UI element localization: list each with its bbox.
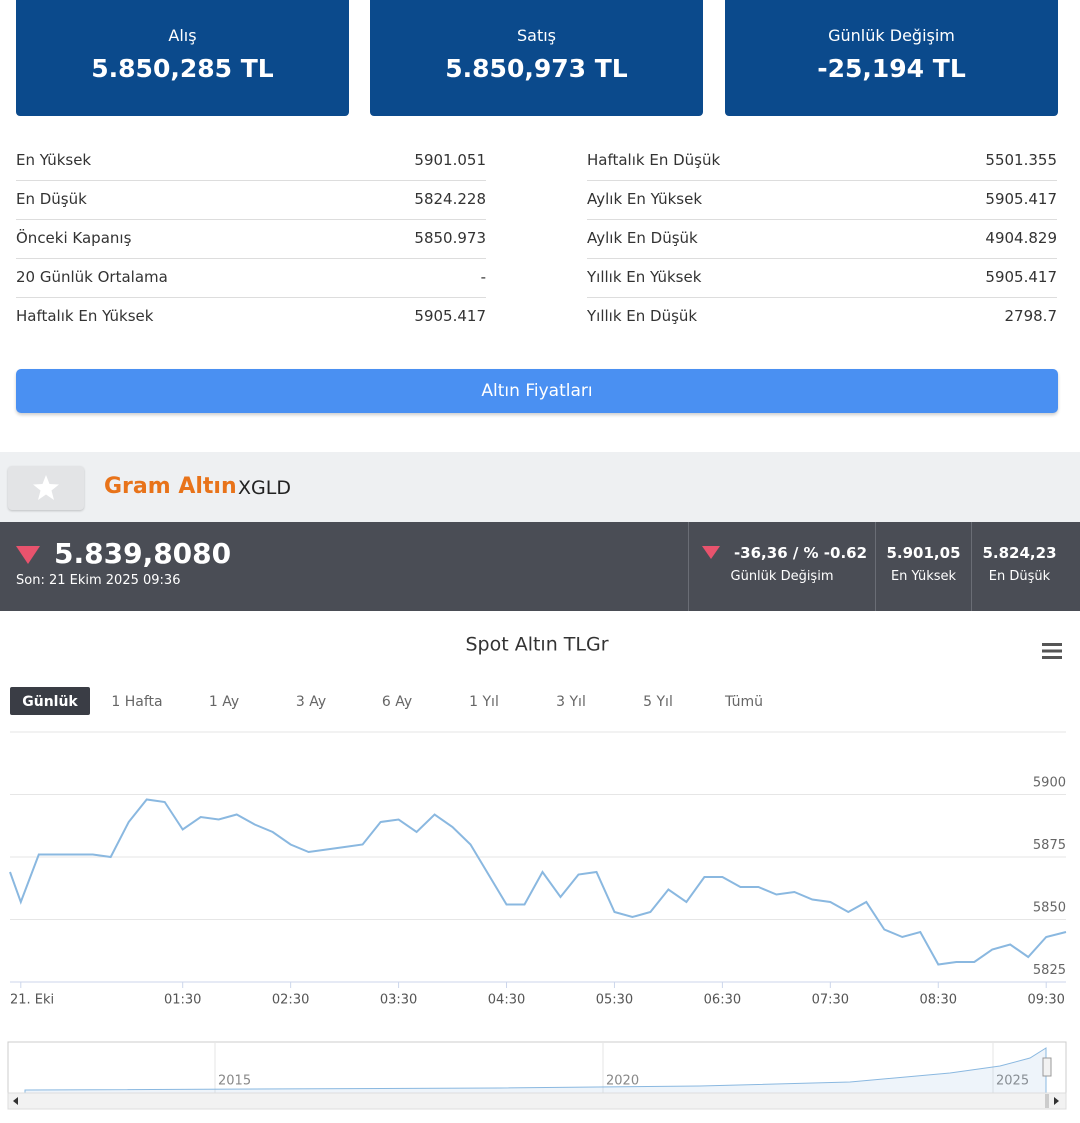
price-card-value: 5.850,285 TL [91,54,274,83]
stat-label: Aylık En Yüksek [587,190,703,208]
x-tick-label: 04:30 [488,993,525,1008]
navigator-label: 2020 [606,1074,639,1089]
navigator-label: 2025 [996,1074,1029,1089]
quote-price: 5.839,8080 [54,537,232,570]
chart-title: Spot Altın TLGr [465,634,608,656]
range-button[interactable]: 6 Ay [382,694,412,710]
price-card-value: 5.850,973 TL [445,54,628,83]
scroll-left-arrow[interactable] [13,1097,18,1105]
range-button[interactable]: Günlük [22,694,78,710]
stat-label: Önceki Kapanış [16,229,132,247]
stat-value: 5905.417 [414,307,486,325]
scroll-right-arrow[interactable] [1054,1097,1059,1105]
stat-value: 5905.417 [985,268,1057,286]
stat-label: Haftalık En Yüksek [16,307,154,325]
stat-row: Önceki Kapanış 5850.973 [16,220,486,259]
stat-value: 5824.228 [414,190,486,208]
stat-value: - [480,268,486,286]
stat-row: Yıllık En Yüksek 5905.417 [587,259,1057,298]
stat-label: Aylık En Düşük [587,229,698,247]
x-tick-label: 02:30 [272,993,309,1008]
stat-label: Yıllık En Yüksek [587,268,702,286]
range-button-bg[interactable] [10,687,90,715]
stat-row: En Yüksek 5901.051 [16,142,486,181]
y-tick-label: 5825 [1033,963,1066,978]
instrument-code: XGLD [238,477,291,499]
stat-row: Yıllık En Düşük 2798.7 [587,298,1057,336]
price-card: Günlük Değişim -25,194 TL [725,0,1058,116]
stat-value: 2798.7 [1004,307,1058,325]
stat-label: En Düşük [16,190,87,208]
stat-value: 5901.051 [414,151,486,169]
x-tick-label: 08:30 [920,993,957,1008]
scrollbar-track [7,1092,1067,1110]
divider [875,522,876,611]
range-button[interactable]: 5 Yıl [643,694,673,710]
x-tick-label: 01:30 [164,993,201,1008]
price-card-label: Satış [516,26,556,45]
x-tick-label: 07:30 [812,993,849,1008]
divider [688,522,689,611]
stat-row: Aylık En Düşük 4904.829 [587,220,1057,259]
stat-row: 20 Günlük Ortalama - [16,259,486,298]
stat-value: 4904.829 [985,229,1057,247]
y-tick-label: 5875 [1033,838,1066,853]
price-card-label: Alış [168,26,197,45]
menu-icon[interactable] [1042,643,1062,659]
quote-time: Son: 21 Ekim 2025 09:36 [16,573,181,588]
x-tick-label: 05:30 [596,993,633,1008]
range-button[interactable]: 1 Yıl [469,694,499,710]
price-card-value: -25,194 TL [817,54,966,83]
stat-row: Aylık En Yüksek 5905.417 [587,181,1057,220]
range-button[interactable]: 3 Yıl [556,694,586,710]
quote-high: 5.901,05 [886,544,961,562]
navigator-handle[interactable] [1042,1057,1052,1077]
quote-bar: 5.839,8080 Son: 21 Ekim 2025 09:36 -36,36 … [0,522,1080,611]
stat-label: Haftalık En Düşük [587,151,721,169]
price-card: Alış 5.850,285 TL [16,0,349,116]
stat-label: 20 Günlük Ortalama [16,268,168,286]
quote-low-label: En Düşük [988,569,1051,584]
stat-value: 5905.417 [985,190,1057,208]
stat-value: 5501.355 [985,151,1057,169]
price-line [9,798,1067,966]
stat-row: Haftalık En Düşük 5501.355 [587,142,1057,181]
down-arrow-small [702,546,720,559]
instrument-name: Gram Altın [104,474,237,499]
range-button[interactable]: Tümü [724,694,763,710]
quote-high-label: En Yüksek [890,569,957,584]
divider [971,522,972,611]
x-tick-label: 21. Eki [10,993,54,1008]
range-button[interactable]: 3 Ay [296,694,326,710]
x-tick-label: 03:30 [380,993,417,1008]
quote-change-label: Günlük Değişim [730,569,834,584]
x-tick-label: 09:30 [1027,993,1064,1008]
star-icon [33,475,59,500]
stat-row: En Düşük 5824.228 [16,181,486,220]
y-tick-label: 5850 [1033,901,1066,916]
quote-change: -36,36 / % -0.62 [733,544,868,562]
price-card-label: Günlük Değişim [828,26,955,45]
navigator-frame [7,1041,1067,1094]
down-arrow [16,546,40,564]
stat-label: Yıllık En Düşük [587,307,698,325]
navigator-label: 2015 [218,1074,251,1089]
stat-row: Haftalık En Yüksek 5905.417 [16,298,486,336]
quote-low: 5.824,23 [982,544,1057,562]
scrollbar-thumb[interactable] [1045,1094,1049,1108]
stat-label: En Yüksek [16,151,92,169]
x-tick-label: 06:30 [704,993,741,1008]
y-tick-label: 5900 [1033,776,1066,791]
favorite-button[interactable] [8,466,84,510]
range-button[interactable]: 1 Hafta [111,694,162,710]
price-card: Satış 5.850,973 TL [370,0,703,116]
prices-button[interactable]: Altın Fiyatları [16,369,1058,413]
chart: Spot Altın TLGr Günlük 1 Hafta 1 Ay 3 Ay 6 Ay… [7,634,1067,1110]
instrument-band [0,452,1080,522]
stat-value: 5850.973 [414,229,486,247]
range-button[interactable]: 1 Ay [209,694,239,710]
